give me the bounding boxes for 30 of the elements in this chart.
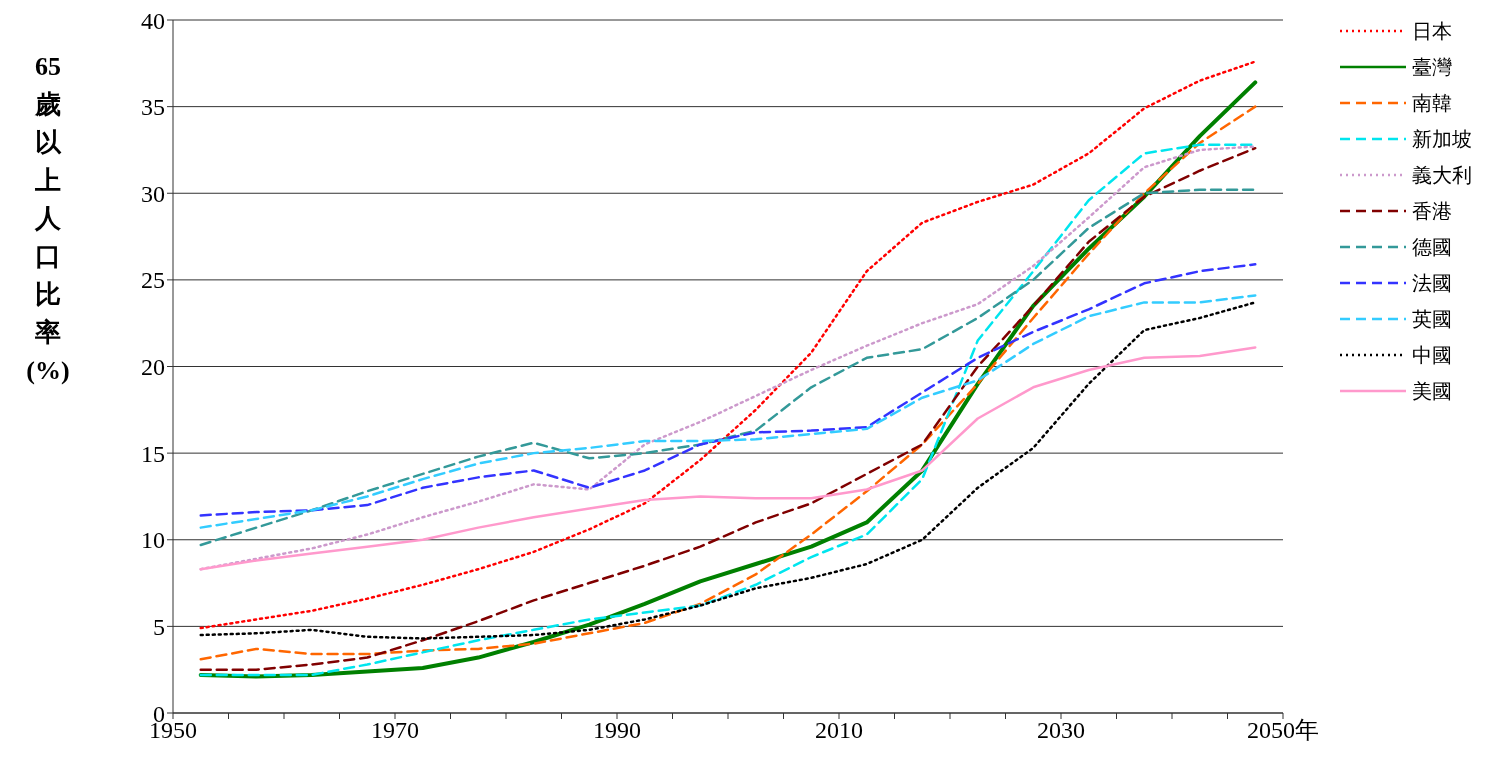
legend-label: 新加坡 [1412, 125, 1472, 153]
x-tick-label: 1970 [371, 717, 419, 744]
y-tick-label: 40 [141, 7, 165, 34]
line-series [199, 263, 1257, 517]
line-series [199, 301, 1257, 640]
legend-label: 義大利 [1412, 161, 1472, 189]
legend-label: 臺灣 [1412, 53, 1452, 81]
x-tick-label: 2030 [1037, 717, 1085, 744]
y-tick-label: 5 [153, 613, 165, 640]
x-tick-label: 2050年 [1247, 717, 1319, 744]
line-series [199, 188, 1257, 547]
line-series [199, 346, 1257, 571]
y-tick-label: 25 [141, 267, 165, 294]
text: 65歲以上人口比率(%) [26, 52, 70, 385]
legend-label: 日本 [1412, 17, 1452, 45]
legend-label: 德國 [1412, 233, 1452, 261]
y-tick-label: 15 [141, 440, 165, 467]
y-tick-label: 20 [141, 354, 165, 381]
legend-label: 法國 [1412, 269, 1452, 297]
y-tick-label: 35 [141, 94, 165, 121]
y-tick-label: 10 [141, 527, 165, 554]
x-tick-label: 2010 [815, 717, 863, 744]
line-series [199, 294, 1257, 529]
x-tick-label: 1990 [593, 717, 641, 744]
legend-label: 美國 [1412, 377, 1452, 405]
legend-label: 英國 [1412, 305, 1452, 333]
legend-label: 香港 [1412, 197, 1452, 225]
legend-label: 中國 [1412, 341, 1452, 369]
y-tick-label: 30 [141, 180, 165, 207]
legend-label: 南韓 [1412, 89, 1452, 117]
